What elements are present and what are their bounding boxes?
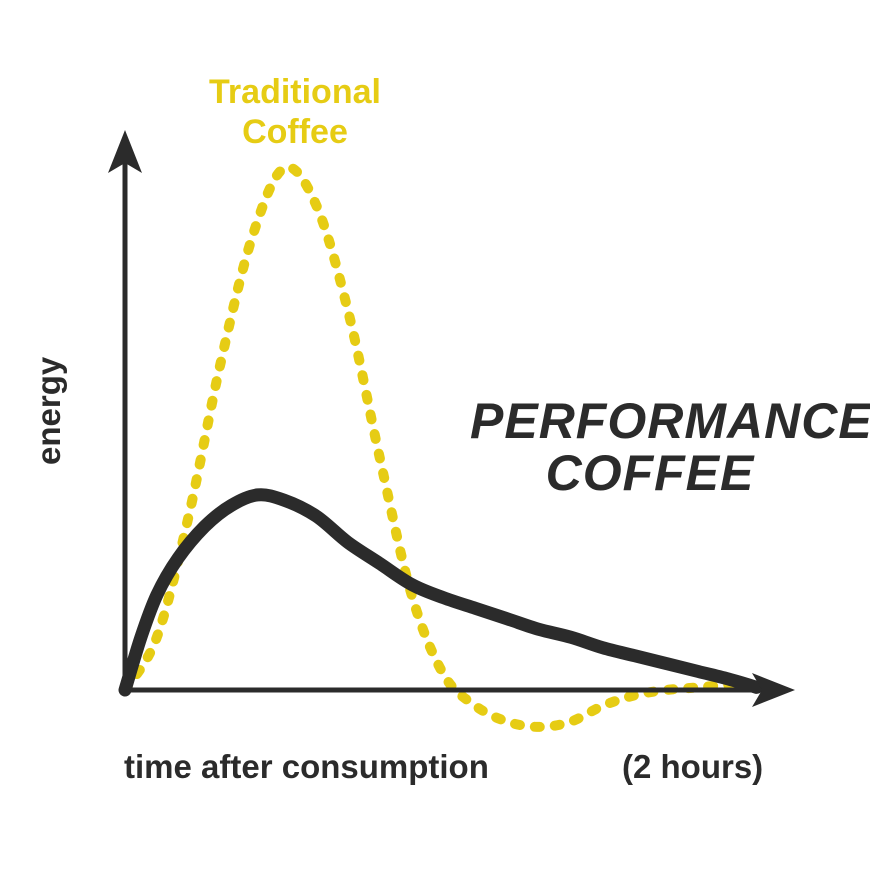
x-axis-label: time after consumption bbox=[124, 748, 489, 785]
axes-layer bbox=[108, 130, 795, 707]
series-label-performance: PERFORMANCE COFFEE bbox=[470, 393, 870, 501]
series-layer bbox=[118, 162, 764, 732]
x-axis-arrowhead bbox=[752, 673, 795, 707]
x-axis-duration-note: (2 hours) bbox=[622, 748, 764, 785]
series-line-performance bbox=[118, 488, 764, 697]
y-axis-label: energy bbox=[30, 356, 67, 465]
series-label-traditional: Traditional Coffee bbox=[209, 73, 381, 151]
y-axis-arrowhead bbox=[108, 130, 142, 173]
